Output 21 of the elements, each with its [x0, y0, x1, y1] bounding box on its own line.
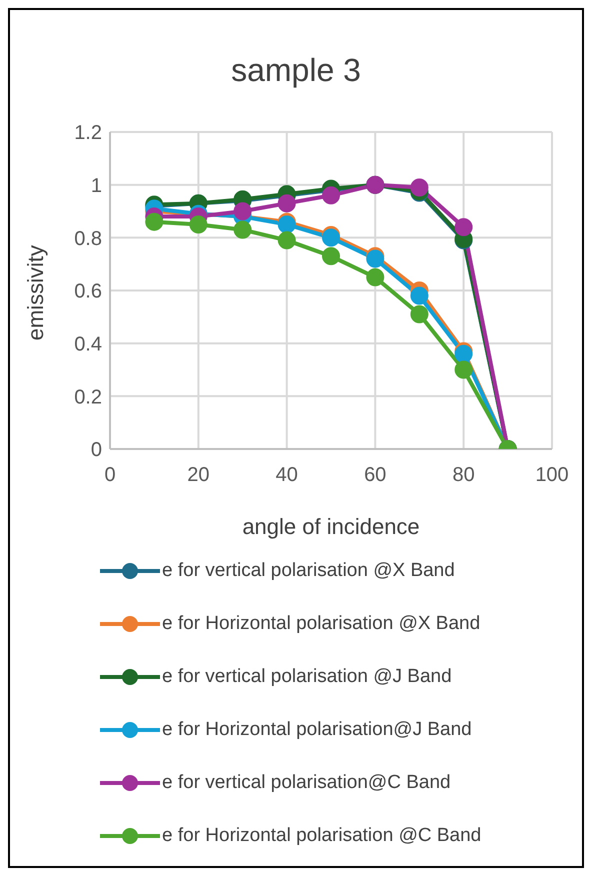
legend-label: e for vertical polarisation @X Band: [162, 560, 455, 582]
legend-label: e for Horizontal polarisation @X Band: [162, 612, 480, 634]
x-tick-label: 40: [276, 464, 298, 486]
y-tick-label: 0.8: [74, 228, 102, 250]
y-tick-label: 1: [90, 174, 102, 197]
y-tick-label: 1.2: [74, 122, 102, 144]
legend-label: e for vertical polarisation @J Band: [162, 666, 452, 688]
y-tick-label: 0: [90, 439, 102, 462]
x-tick-label: 20: [187, 464, 210, 486]
legend-label: e for Horizontal polarisation@J Band: [162, 718, 472, 740]
y-axis-title: emissivity: [22, 245, 48, 340]
x-axis-title: angle of incidence: [242, 514, 420, 539]
y-tick-label: 0.2: [74, 386, 102, 408]
x-tick-label: 60: [364, 464, 386, 486]
x-tick-label: 80: [452, 464, 475, 486]
chart-title: sample 3: [230, 52, 362, 90]
y-tick-label: 0.4: [74, 333, 102, 356]
x-tick-label: 100: [535, 464, 569, 486]
legend-label: e for vertical polarisation@C Band: [162, 772, 451, 794]
legend-label: e for Horizontal polarisation @C Band: [162, 824, 482, 846]
y-tick-label: 0.6: [74, 280, 102, 303]
